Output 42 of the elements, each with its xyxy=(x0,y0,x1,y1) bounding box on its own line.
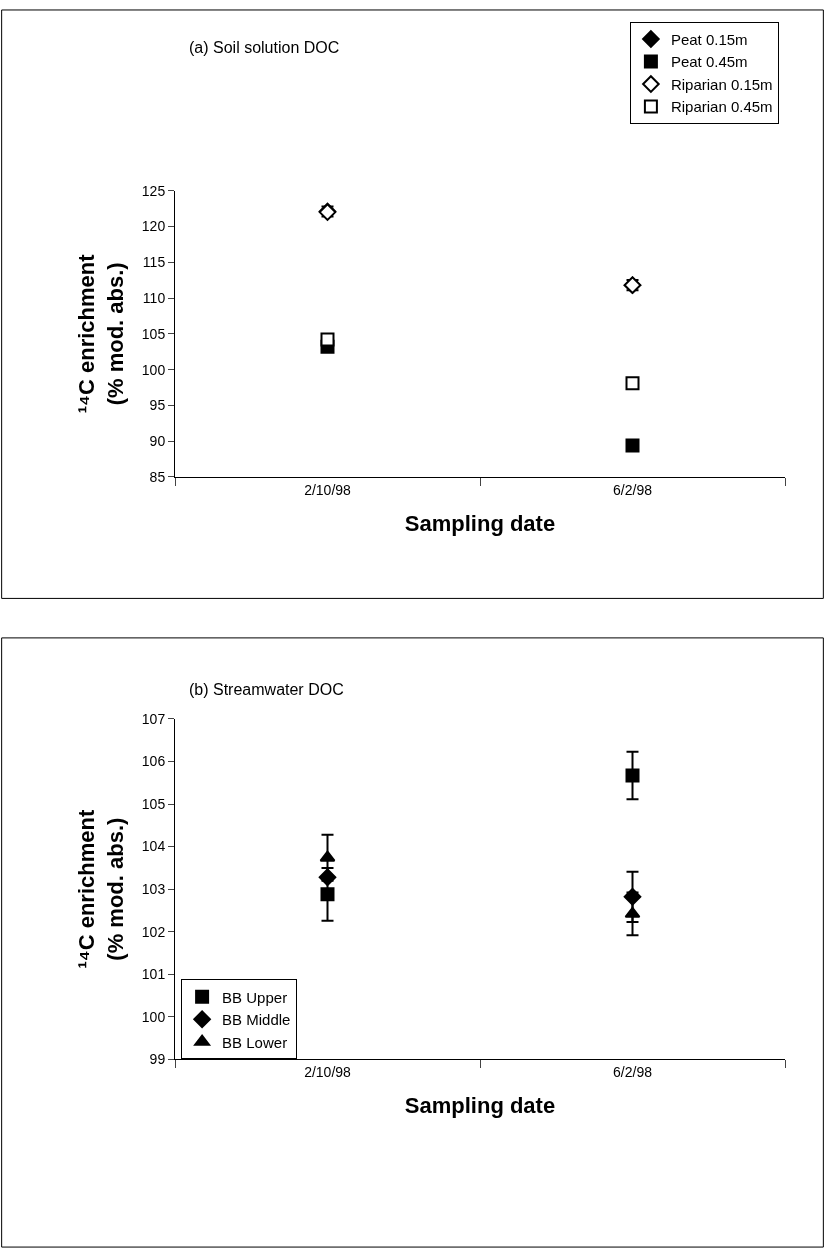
x-axis-title: Sampling date xyxy=(404,1093,556,1119)
point xyxy=(320,332,335,347)
y-tick-label: 85 xyxy=(149,468,166,485)
point xyxy=(625,768,640,783)
y-tick-label: 106 xyxy=(141,753,166,770)
point xyxy=(625,438,640,453)
y-axis-title: ¹⁴C enrichment (% mod. abs.) xyxy=(74,253,128,414)
legend-label: Peat 0.15m xyxy=(670,30,748,48)
legend-label: BB Lower xyxy=(222,1033,288,1051)
y-tick-label: 95 xyxy=(149,397,166,414)
point xyxy=(625,376,640,391)
y-tick-label: 105 xyxy=(141,325,166,342)
y-tick-label: 120 xyxy=(141,218,166,235)
y-tick-label: 110 xyxy=(142,289,166,306)
x-tick-label: 2/10/98 xyxy=(304,1064,352,1081)
y-tick-label: 103 xyxy=(141,881,166,898)
y-tick-label: 100 xyxy=(141,1008,166,1025)
y-tick-label: 102 xyxy=(141,923,166,940)
legend-label: BB Middle xyxy=(222,1011,291,1029)
legend-label: Riparian 0.15m xyxy=(670,75,773,93)
chart-title: (a) Soil solution DOC xyxy=(189,39,340,56)
legend-label: BB Upper xyxy=(222,988,288,1006)
y-tick-label: 101 xyxy=(141,966,166,983)
x-tick-label: 2/10/98 xyxy=(304,481,352,498)
legend-label: Peat 0.45m xyxy=(670,53,748,71)
y-tick-label: 115 xyxy=(142,254,166,271)
legend-label: Riparian 0.45m xyxy=(670,98,773,116)
y-tick-label: 104 xyxy=(141,838,166,855)
x-tick-label: 6/2/98 xyxy=(613,1064,653,1081)
point xyxy=(624,906,641,918)
y-tick-label: 105 xyxy=(141,795,166,812)
x-axis-title: Sampling date xyxy=(404,510,556,536)
y-tick-label: 107 xyxy=(141,710,166,727)
y-tick-label: 125 xyxy=(141,182,166,199)
y-tick-label: 99 xyxy=(149,1051,166,1068)
chart-title: (b) Streamwater DOC xyxy=(189,681,344,698)
y-axis-title: ¹⁴C enrichment (% mod. abs.) xyxy=(74,809,128,969)
point xyxy=(320,887,335,902)
point xyxy=(319,850,336,862)
x-tick-label: 6/2/98 xyxy=(613,481,653,498)
y-tick-label: 100 xyxy=(141,361,166,378)
y-tick-label: 90 xyxy=(149,433,166,450)
